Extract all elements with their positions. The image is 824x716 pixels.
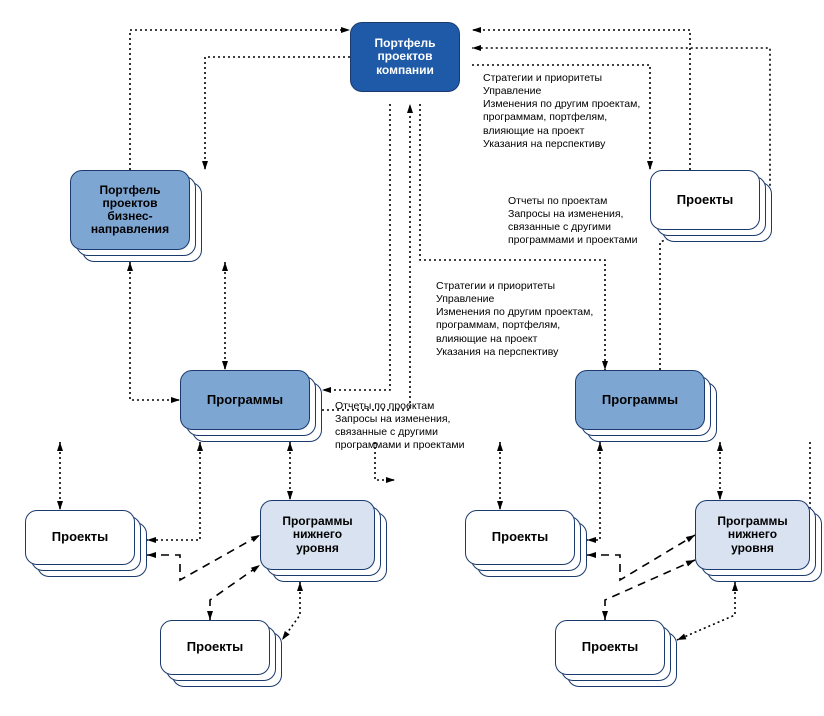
node-label-sub_l: Программынижнегоуровня — [260, 500, 375, 570]
node-label-biz: Портфельпроектовбизнес-направления — [70, 170, 190, 250]
edge — [210, 565, 260, 620]
node-label-proj_tr: Проекты — [650, 170, 760, 230]
edge — [605, 560, 695, 620]
node-label-root: Портфельпроектовкомпании — [350, 22, 460, 92]
node-root: Портфельпроектовкомпании — [350, 22, 460, 92]
node-proj_rb: Проекты — [555, 620, 665, 675]
node-proj_tr: Проекты — [650, 170, 760, 230]
node-label-proj_ll: Проекты — [25, 510, 135, 565]
node-biz: Портфельпроектовбизнес-направления — [70, 170, 190, 250]
edge — [677, 582, 735, 640]
node-proj_ll: Проекты — [25, 510, 135, 565]
edge — [587, 535, 695, 580]
node-prog_l: Программы — [180, 370, 310, 430]
node-label-prog_r: Программы — [575, 370, 705, 430]
annotation-a1: Стратегии и приоритетыУправлениеИзменени… — [483, 72, 640, 151]
edges-layer — [0, 0, 824, 716]
edge — [147, 535, 260, 580]
edge — [130, 262, 180, 400]
node-label-prog_l: Программы — [180, 370, 310, 430]
edge — [587, 442, 600, 540]
edge — [130, 30, 350, 170]
node-sub_r: Программынижнегоуровня — [695, 500, 810, 570]
node-label-proj_rb: Проекты — [555, 620, 665, 675]
edge — [205, 57, 350, 170]
annotation-a4: Отчеты по проектамЗапросы на изменения,с… — [335, 400, 464, 453]
node-label-proj_rl: Проекты — [465, 510, 575, 565]
annotation-a2: Отчеты по проектамЗапросы на изменения,с… — [508, 195, 637, 248]
node-proj_rl: Проекты — [465, 510, 575, 565]
annotation-a3: Стратегии и приоритетыУправлениеИзменени… — [436, 280, 593, 359]
edge — [322, 104, 410, 410]
node-label-proj_lb: Проекты — [160, 620, 270, 675]
node-prog_r: Программы — [575, 370, 705, 430]
edge — [322, 104, 390, 390]
node-proj_lb: Проекты — [160, 620, 270, 675]
diagram-stage: Портфельпроектовкомпании Портфельпроектов… — [0, 0, 824, 716]
node-sub_l: Программынижнегоуровня — [260, 500, 375, 570]
node-label-sub_r: Программынижнегоуровня — [695, 500, 810, 570]
edge — [147, 442, 200, 540]
